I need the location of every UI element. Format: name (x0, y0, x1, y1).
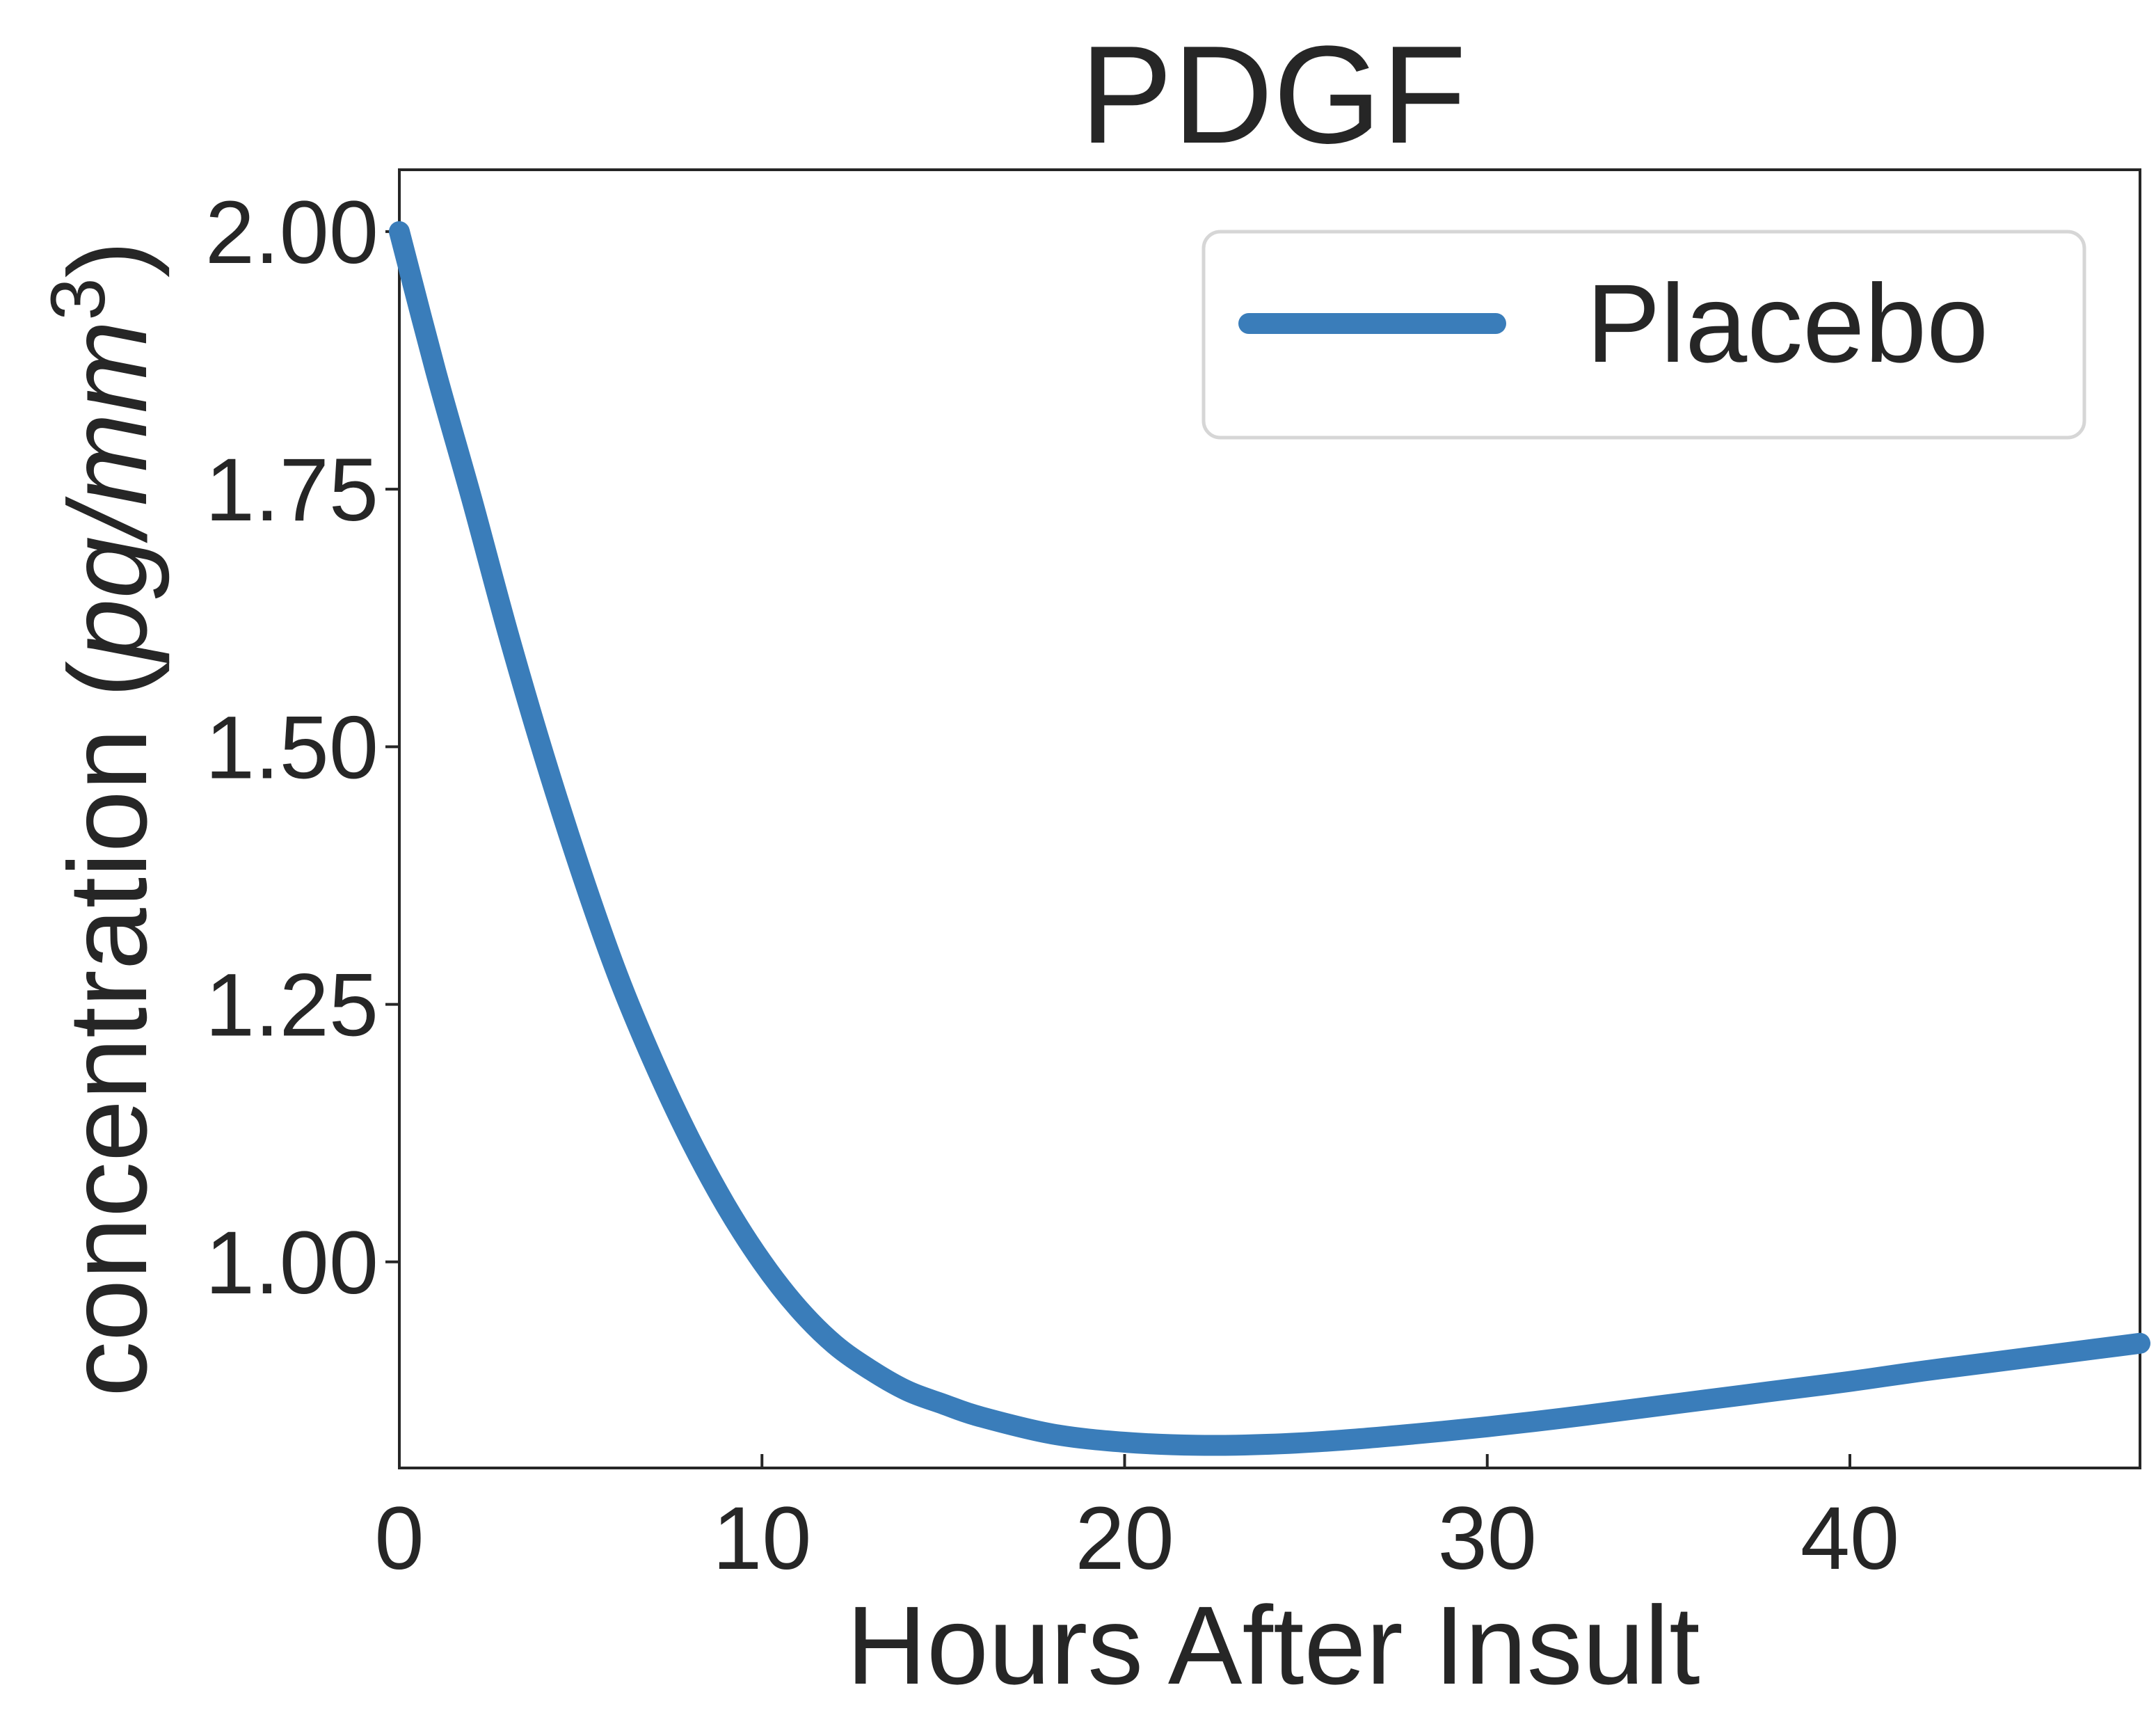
y-axis-label-exponent: 3 (35, 278, 121, 320)
y-axis-label: concentration (pg/mm3) (35, 241, 170, 1397)
x-tick-label: 30 (1438, 1489, 1537, 1588)
y-tick-label: 1.25 (205, 956, 378, 1055)
y-axis-label-suffix: ) (45, 241, 170, 278)
x-tick-label: 10 (712, 1489, 811, 1588)
x-tick-label: 0 (374, 1489, 424, 1588)
x-axis-ticks: 0 10 20 30 40 (374, 1454, 1899, 1588)
legend-label-placebo: Placebo (1586, 261, 1988, 385)
x-tick-label: 20 (1075, 1489, 1174, 1588)
series-line-placebo (389, 221, 2150, 1456)
plot-area: 0 10 20 30 40 1.00 1.25 1.50 1.75 2.00 (205, 168, 2150, 1588)
y-tick-label: 2.00 (205, 183, 378, 282)
y-axis-label-unit: pg/mm (45, 321, 170, 664)
x-tick-label: 40 (1800, 1489, 1899, 1588)
y-tick-label: 1.75 (205, 440, 378, 540)
y-axis-label-prefix: concentration ( (45, 661, 170, 1397)
y-tick-label: 1.00 (205, 1213, 378, 1313)
legend: Placebo (1201, 230, 2086, 440)
x-axis-label: Hours After Insult (846, 1583, 1700, 1707)
legend-box (1201, 230, 2086, 440)
y-tick-label: 1.50 (205, 698, 378, 797)
chart-title: PDGF (1080, 17, 1467, 173)
series-layer (389, 221, 2150, 1456)
axes-frame (398, 168, 2141, 1469)
y-axis-ticks: 1.00 1.25 1.50 1.75 2.00 (205, 183, 399, 1313)
